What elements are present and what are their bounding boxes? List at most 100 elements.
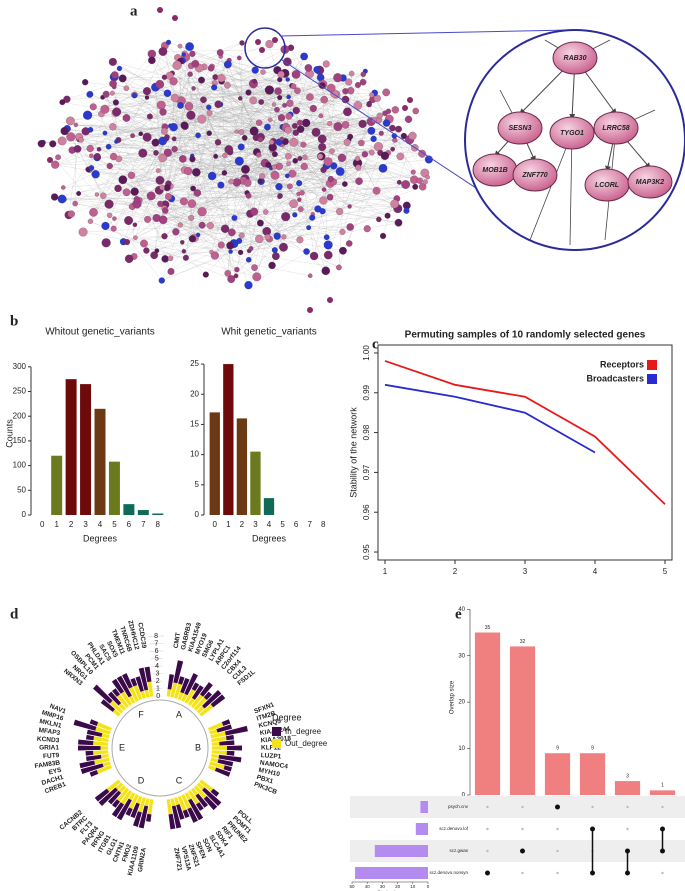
node bbox=[217, 73, 226, 83]
legend-swatch bbox=[272, 739, 281, 748]
gene-node bbox=[627, 165, 673, 199]
edge bbox=[259, 177, 428, 239]
gene-label: NAMOC4 bbox=[259, 759, 288, 770]
zoom-circle bbox=[244, 27, 286, 69]
node bbox=[148, 56, 156, 65]
node bbox=[277, 77, 283, 83]
x-tick-label: 2 bbox=[240, 520, 245, 529]
edge bbox=[190, 115, 255, 212]
edge bbox=[283, 231, 343, 237]
node bbox=[155, 175, 165, 185]
node bbox=[416, 177, 423, 184]
bar-out bbox=[210, 731, 226, 739]
node bbox=[238, 232, 245, 239]
x-tick-label: 3 bbox=[523, 567, 528, 576]
node bbox=[188, 235, 197, 243]
bar-label: 1 bbox=[661, 783, 664, 789]
node bbox=[146, 113, 153, 120]
node bbox=[296, 180, 303, 187]
node bbox=[346, 240, 353, 247]
edge bbox=[240, 89, 270, 99]
node bbox=[241, 135, 248, 141]
node bbox=[112, 99, 119, 106]
node bbox=[284, 126, 292, 134]
node bbox=[130, 133, 136, 139]
node bbox=[255, 39, 261, 45]
y-tick-label: 20 bbox=[458, 700, 465, 706]
node bbox=[372, 186, 381, 195]
y-tick-label: 30 bbox=[458, 653, 465, 659]
node bbox=[317, 153, 324, 160]
node bbox=[288, 169, 297, 178]
node bbox=[317, 134, 327, 144]
node bbox=[157, 200, 164, 207]
edge bbox=[254, 166, 275, 268]
node bbox=[402, 105, 408, 111]
node bbox=[200, 96, 207, 104]
bar bbox=[51, 455, 63, 515]
legend-label: Out_degree bbox=[285, 739, 328, 748]
y-axis-label: Overlap size bbox=[450, 680, 456, 714]
bar-in bbox=[202, 787, 222, 807]
bar-in bbox=[79, 760, 96, 769]
bar-out bbox=[136, 795, 143, 804]
node bbox=[231, 214, 238, 221]
bar-in bbox=[89, 769, 99, 777]
edge bbox=[358, 155, 385, 182]
node bbox=[358, 139, 365, 147]
node bbox=[248, 246, 254, 251]
edge bbox=[134, 154, 365, 257]
bar bbox=[80, 384, 92, 515]
x-tick-label: 2 bbox=[69, 520, 74, 529]
bar-out bbox=[137, 797, 146, 813]
gene-node bbox=[549, 116, 595, 150]
bar-in bbox=[77, 745, 101, 751]
node bbox=[179, 197, 188, 206]
bar-in bbox=[100, 699, 115, 712]
node bbox=[238, 129, 245, 135]
bar bbox=[223, 364, 234, 515]
bar-in bbox=[218, 754, 242, 763]
edge bbox=[89, 109, 105, 170]
bar-label: 3 bbox=[626, 773, 629, 779]
edge bbox=[156, 217, 212, 253]
y-tick-label: 150 bbox=[13, 436, 27, 445]
bar-in bbox=[210, 694, 226, 708]
node bbox=[355, 177, 363, 185]
edge bbox=[62, 198, 226, 229]
x-tick-label: 20 bbox=[395, 884, 401, 889]
node bbox=[112, 216, 117, 221]
node bbox=[206, 130, 212, 136]
bar-in bbox=[216, 724, 232, 733]
bar bbox=[152, 513, 164, 515]
bar-in bbox=[85, 754, 102, 762]
bar-out bbox=[144, 689, 150, 698]
x-tick-label: 0 bbox=[427, 884, 430, 889]
edge bbox=[109, 113, 386, 167]
edge bbox=[342, 138, 374, 232]
node bbox=[245, 256, 252, 263]
node bbox=[227, 275, 236, 283]
gene-node bbox=[497, 111, 543, 145]
node bbox=[245, 89, 252, 96]
node bbox=[284, 173, 290, 179]
edge bbox=[85, 46, 190, 132]
node bbox=[193, 189, 202, 197]
node bbox=[285, 152, 292, 160]
radial-tick-label: 4 bbox=[155, 663, 159, 670]
matrix-dot bbox=[625, 870, 630, 876]
node bbox=[144, 215, 152, 223]
bar-out bbox=[191, 787, 199, 796]
bar-label: 9 bbox=[556, 746, 559, 752]
bar bbox=[263, 498, 275, 515]
y-axis-label: Counts bbox=[4, 419, 14, 448]
gene-label: KCNQ5 bbox=[258, 718, 282, 730]
edge bbox=[159, 190, 299, 195]
edge bbox=[248, 157, 343, 260]
node bbox=[47, 157, 53, 163]
node bbox=[161, 255, 169, 263]
node bbox=[232, 178, 241, 187]
node bbox=[382, 119, 391, 127]
bar-out bbox=[211, 741, 220, 746]
